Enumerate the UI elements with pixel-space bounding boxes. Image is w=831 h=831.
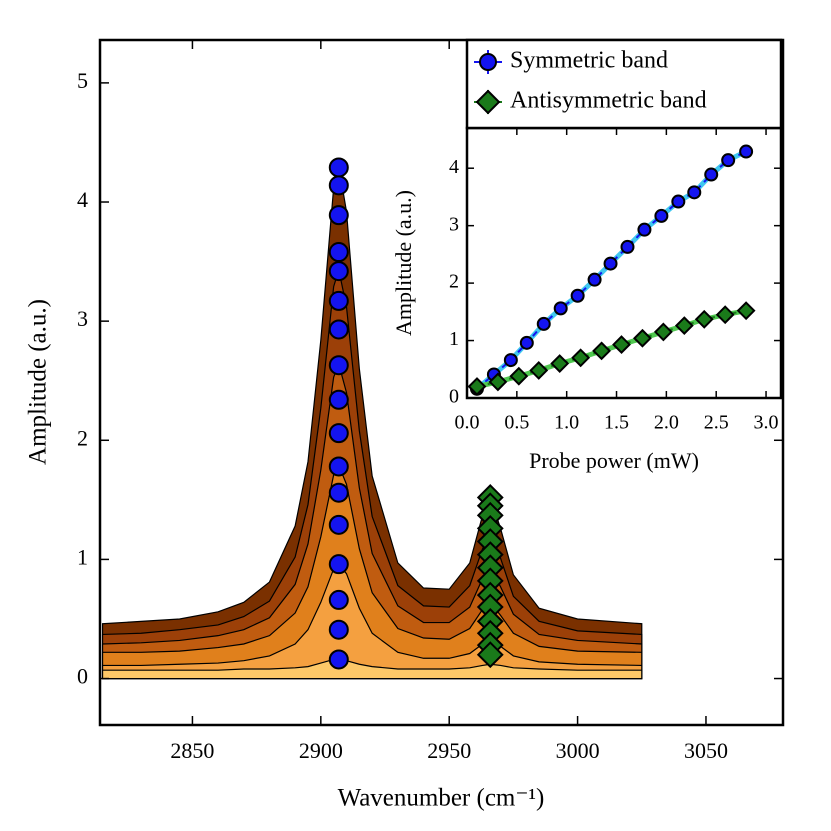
y-tick-label: 3 [77, 306, 88, 331]
x-tick-label: 2.0 [654, 412, 679, 434]
peak-marker [328, 261, 349, 282]
y-tick-label: 1 [77, 544, 88, 569]
x-tick-label: 0.0 [455, 412, 480, 434]
peak-marker [328, 205, 349, 226]
peak-marker [328, 514, 349, 535]
point [637, 222, 652, 237]
point [570, 288, 585, 303]
peak-marker [328, 157, 349, 178]
peak-marker [328, 355, 349, 376]
point [715, 305, 735, 325]
point [736, 301, 756, 321]
x-tick-label: 2850 [170, 738, 214, 763]
spectrum [101, 658, 643, 680]
point [671, 194, 686, 209]
point [612, 335, 631, 354]
point [633, 328, 652, 348]
legend-label: Symmetric band [510, 48, 668, 74]
peak-marker [328, 423, 349, 444]
point [587, 272, 602, 287]
y-axis-label: Amplitude (a.u.) [25, 299, 52, 465]
point [620, 239, 635, 254]
x-tick-label: 2950 [427, 738, 471, 763]
spectrum [101, 463, 643, 680]
y-tick-label: 1 [449, 328, 459, 350]
x-tick-label: 3050 [684, 738, 728, 763]
point [592, 341, 611, 361]
y-tick-label: 0 [77, 664, 88, 689]
x-tick-label: 1.5 [604, 412, 629, 434]
series-line [476, 150, 747, 390]
inset-y-axis-label: Amplitude (a.u.) [391, 190, 416, 336]
point [654, 208, 669, 223]
point [536, 316, 551, 331]
point [687, 185, 702, 200]
peak-marker [328, 589, 349, 610]
point [603, 256, 618, 271]
peak-marker [328, 319, 349, 340]
inset-x-axis-label: Probe power (mW) [529, 448, 699, 473]
legend-box [465, 38, 783, 130]
peak-marker [328, 619, 349, 640]
peak-marker [328, 554, 349, 575]
point [653, 322, 673, 342]
x-tick-label: 2900 [299, 738, 343, 763]
y-tick-label: 2 [449, 271, 459, 293]
y-tick-label: 2 [77, 425, 88, 450]
y-tick-label: 5 [77, 68, 88, 93]
peak-marker [328, 389, 349, 410]
point [519, 335, 534, 350]
point [704, 167, 719, 182]
y-tick-label: 3 [449, 213, 459, 235]
point [571, 348, 591, 368]
peak-marker [476, 641, 504, 669]
spectrum [101, 563, 643, 680]
point [553, 301, 568, 316]
y-tick-label: 0 [449, 386, 459, 408]
legend-label: Antisymmetric band [510, 88, 707, 114]
point [529, 361, 549, 380]
point [509, 366, 529, 386]
x-axis-label: Wavenumber (cm⁻¹) [338, 785, 545, 812]
legend-marker [479, 53, 497, 71]
y-tick-label: 4 [449, 156, 459, 178]
x-tick-label: 1.0 [554, 412, 579, 434]
point [694, 309, 714, 329]
peak-marker [328, 290, 349, 311]
point [721, 153, 736, 168]
point [739, 144, 754, 159]
point [488, 372, 508, 392]
peak-marker [328, 649, 349, 670]
peak-marker [328, 456, 349, 477]
x-tick-label: 2.5 [704, 412, 729, 434]
point [550, 354, 570, 373]
legend-marker [475, 89, 501, 115]
x-tick-label: 3000 [556, 738, 600, 763]
x-tick-label: 0.5 [504, 412, 529, 434]
peak-marker [328, 482, 349, 503]
point [467, 377, 487, 396]
point [503, 353, 518, 368]
plot-frame [98, 38, 785, 727]
y-tick-label: 4 [77, 187, 88, 212]
point [674, 316, 694, 336]
peak-marker [328, 242, 349, 263]
peak-marker [328, 175, 349, 196]
x-tick-label: 3.0 [754, 412, 779, 434]
